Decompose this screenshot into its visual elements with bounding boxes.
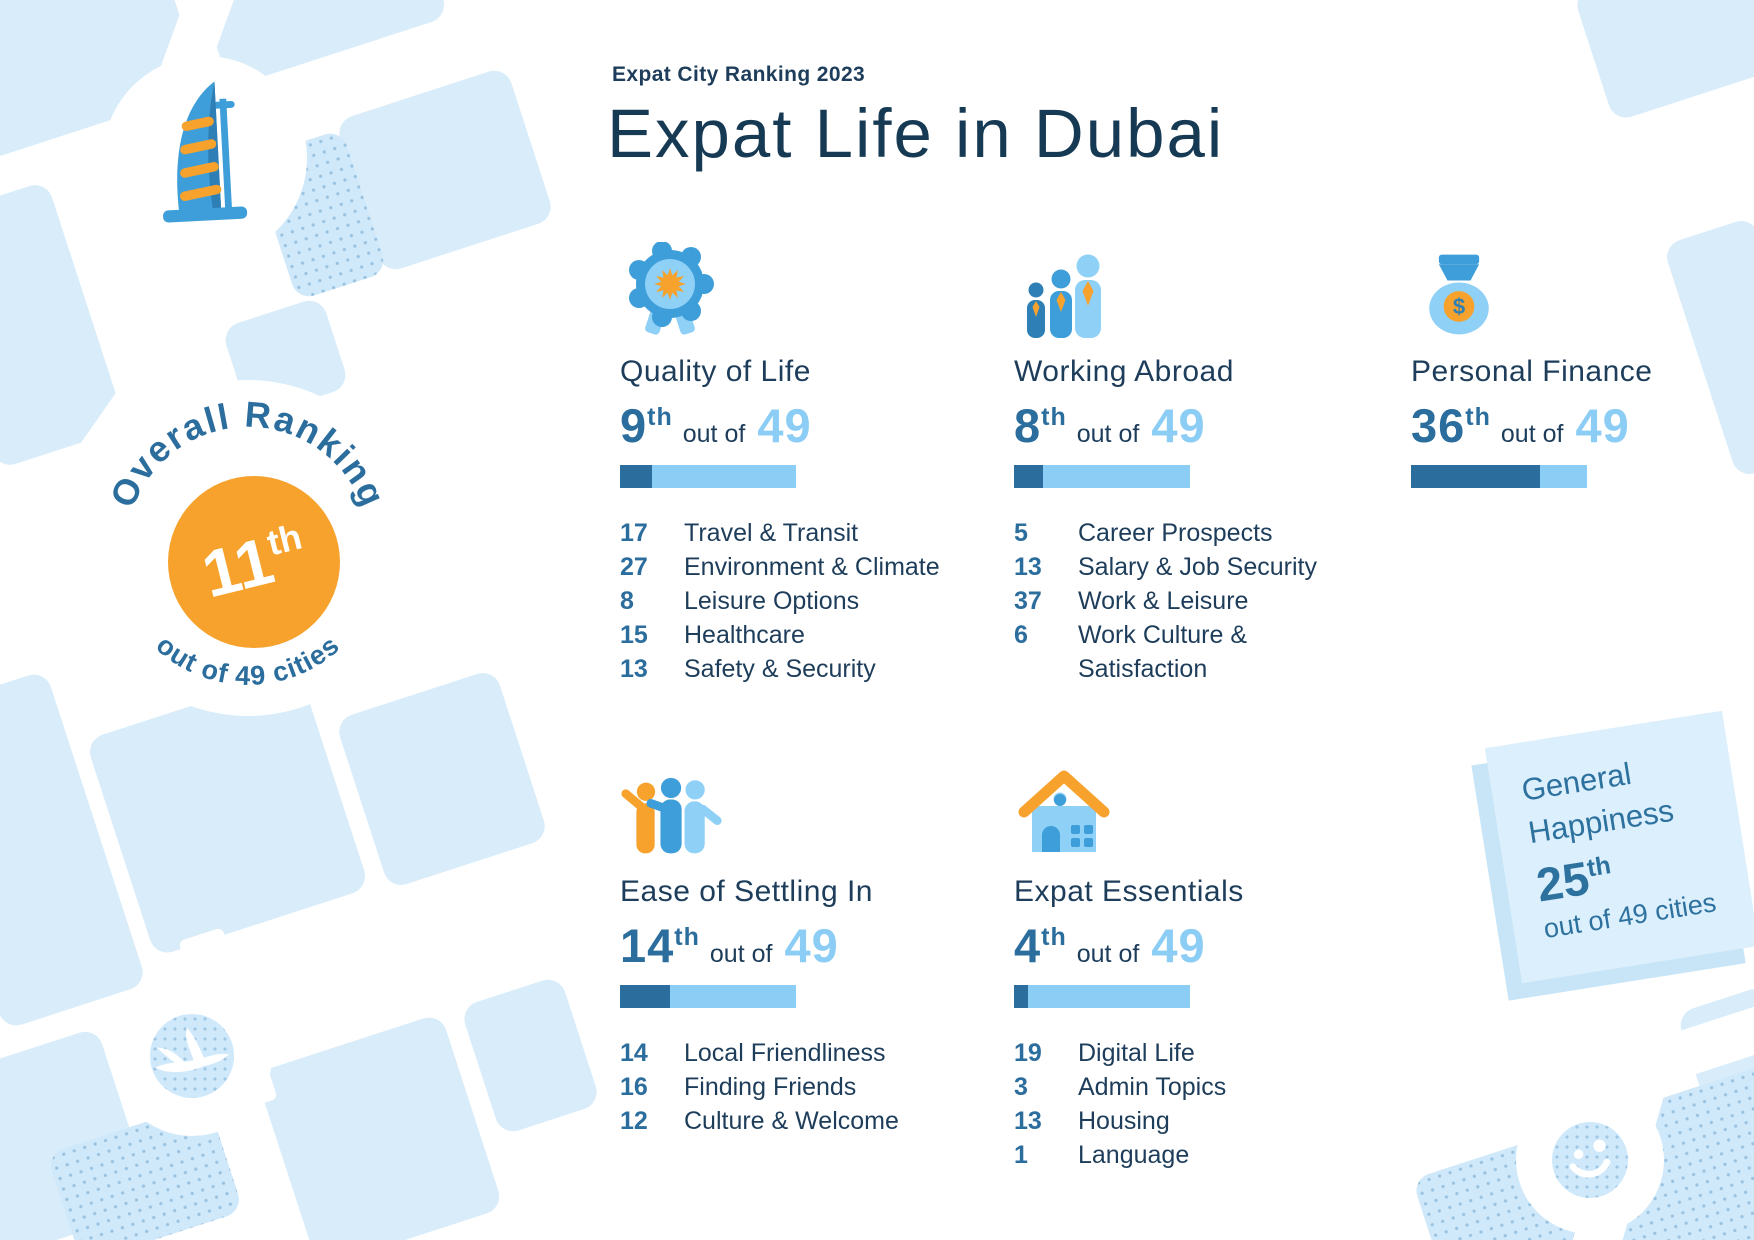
list-item: 6 Work Culture & Satisfaction: [1014, 621, 1248, 683]
category-rank-line: 14th out of 49: [620, 918, 978, 973]
list-item: 13 Salary & Job Security: [1014, 553, 1317, 581]
category-personal-finance: $ Personal Finance 36th out of 49: [1411, 238, 1754, 488]
category-title: Expat Essentials: [1014, 875, 1244, 908]
page-title: Expat Life in Dubai: [607, 95, 1225, 172]
rank-total: 49: [1151, 399, 1206, 452]
smiley-icon: [1569, 1139, 1611, 1178]
rank-progress-bar: [1411, 465, 1587, 488]
list-item: 19 Digital Life: [1014, 1039, 1195, 1067]
subranking-list: 5 Career Prospects 13 Salary & Job Securit…: [1014, 516, 1372, 686]
category-rank-line: 36th out of 49: [1411, 398, 1754, 453]
category-rank-line: 9th out of 49: [620, 398, 978, 453]
rank-total: 49: [784, 919, 839, 972]
rank-progress-fill: [1014, 465, 1043, 488]
smiley-medallion: [1552, 1122, 1628, 1198]
subranking-list: 17 Travel & Transit 27 Environment & Clima…: [620, 516, 978, 686]
rank-progress-bar: [620, 465, 796, 488]
rank-progress-bar: [1014, 985, 1190, 1008]
category-title: Ease of Settling In: [620, 875, 873, 908]
bird-medallion: [150, 1014, 234, 1098]
list-item: 8 Leisure Options: [620, 587, 860, 615]
category-expat-essentials: Expat Essentials 4th out of 49 19 Digital…: [1014, 758, 1372, 1172]
category-title: Personal Finance: [1411, 355, 1653, 388]
dollar-sign: $: [1453, 294, 1465, 319]
rank-number: 8th: [1014, 399, 1067, 452]
bird-icon: [155, 1027, 229, 1073]
category-rank-line: 8th out of 49: [1014, 398, 1372, 453]
rank-progress-fill: [1411, 465, 1541, 488]
subranking-list: 14 Local Friendliness 16 Finding Friends 1…: [620, 1036, 978, 1138]
category-working-abroad: Working Abroad 8th out of 49 5 Career Pro…: [1014, 238, 1372, 686]
house-icon: [1018, 770, 1110, 852]
money-bag-icon: $: [1429, 254, 1489, 335]
list-item: 37 Work & Leisure: [1014, 587, 1249, 615]
out-of-label: out of: [709, 940, 773, 968]
category-rank-line: 4th out of 49: [1014, 918, 1372, 973]
category-ease-of-settling-in: Ease of Settling In 14th out of 49 14 Loc…: [620, 758, 978, 1138]
list-item: 12 Culture & Welcome: [620, 1107, 899, 1135]
map-block: [255, 1012, 504, 1240]
growing-people-icon: [1027, 254, 1101, 338]
list-item: 13 Housing: [1014, 1107, 1170, 1135]
rank-number: 4th: [1014, 919, 1067, 972]
list-item: 27 Environment & Climate: [620, 553, 940, 581]
overall-ranking-badge: Overall Ranking 11th out of 49 cities: [80, 380, 416, 716]
list-item: 13 Safety & Security: [620, 655, 876, 683]
rank-total: 49: [1575, 399, 1630, 452]
rank-progress-fill: [620, 985, 671, 1008]
out-of-label: out of: [682, 420, 746, 448]
map-block: [459, 975, 602, 1136]
burj-al-arab-icon: [163, 81, 248, 223]
rank-number: 9th: [620, 399, 673, 452]
rank-progress-bar: [620, 985, 796, 1008]
rank-number: 14th: [620, 919, 700, 972]
friends-icon: [621, 777, 722, 854]
report-kicker: Expat City Ranking 2023: [612, 63, 866, 86]
overall-rank-circle: [168, 476, 340, 648]
out-of-label: out of: [1500, 420, 1564, 448]
out-of-label: out of: [1076, 420, 1140, 448]
list-item: 1 Language: [1014, 1141, 1190, 1169]
general-happiness-card: General Happiness 25th out of 49 cities: [1484, 710, 1754, 984]
map-block: [1572, 0, 1754, 123]
rank-total: 49: [1151, 919, 1206, 972]
out-of-label: out of: [1076, 940, 1140, 968]
list-item: 14 Local Friendliness: [620, 1039, 886, 1067]
rank-progress-bar: [1014, 465, 1190, 488]
category-quality-of-life: Quality of Life 9th out of 49 17 Travel &…: [620, 238, 978, 686]
category-title: Working Abroad: [1014, 355, 1234, 388]
list-item: 5 Career Prospects: [1014, 519, 1273, 547]
list-item: 16 Finding Friends: [620, 1073, 857, 1101]
rank-number: 36th: [1411, 399, 1491, 452]
rank-progress-fill: [1014, 985, 1029, 1008]
subranking-list: 19 Digital Life 3 Admin Topics 13 Housing 1…: [1014, 1036, 1372, 1172]
list-item: 3 Admin Topics: [1014, 1073, 1227, 1101]
list-item: 15 Healthcare: [620, 621, 805, 649]
rank-progress-fill: [620, 465, 653, 488]
rank-total: 49: [757, 399, 812, 452]
category-title: Quality of Life: [620, 355, 811, 388]
rosette-medal-icon: [629, 242, 714, 335]
list-item: 17 Travel & Transit: [620, 519, 859, 547]
